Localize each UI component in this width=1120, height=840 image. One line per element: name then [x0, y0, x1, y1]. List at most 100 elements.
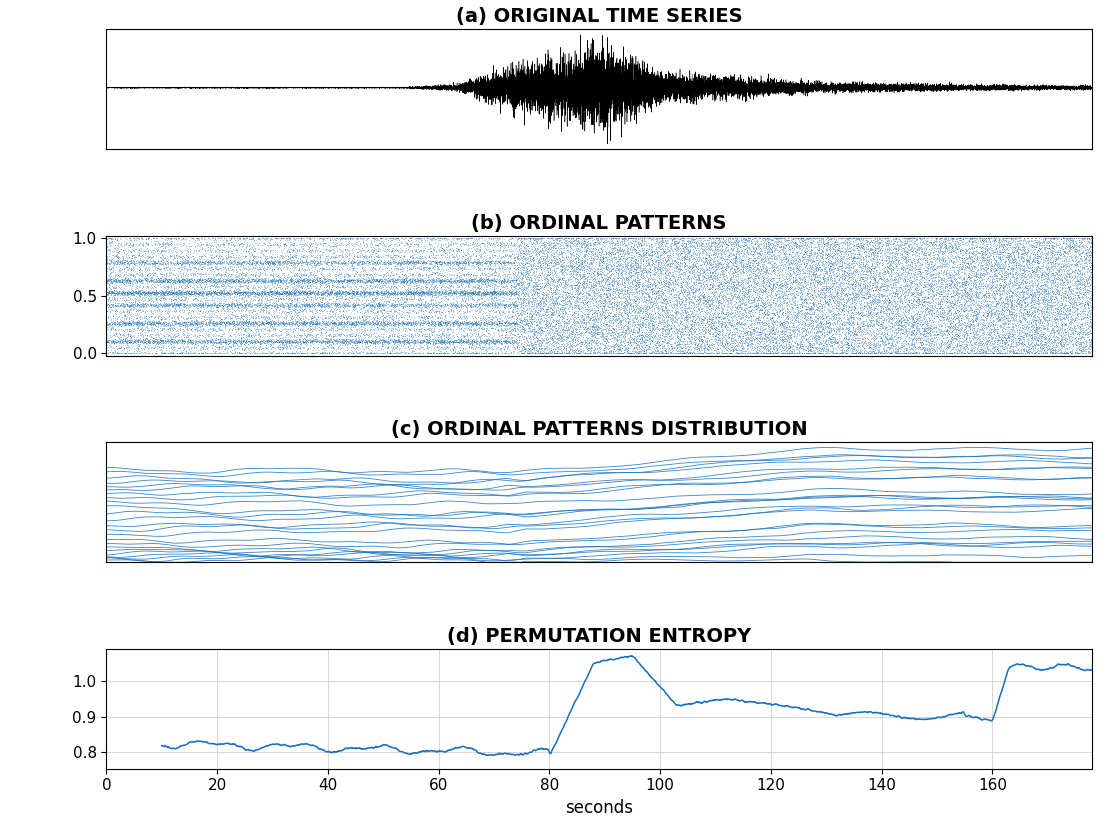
- Point: [428, 282, 446, 296]
- Point: [188, 323, 206, 337]
- Point: [184, 256, 202, 270]
- Point: [1077, 328, 1095, 341]
- Point: [999, 330, 1017, 344]
- Point: [308, 346, 326, 360]
- Point: [379, 337, 396, 350]
- Point: [433, 300, 451, 313]
- Point: [1052, 294, 1070, 307]
- Point: [380, 317, 398, 330]
- Point: [332, 280, 349, 293]
- Point: [795, 238, 813, 251]
- Point: [568, 292, 586, 306]
- Point: [1080, 257, 1098, 270]
- Point: [473, 286, 491, 300]
- Point: [852, 260, 870, 274]
- Point: [711, 244, 729, 258]
- Point: [114, 311, 132, 324]
- Point: [218, 305, 236, 318]
- Point: [1040, 313, 1058, 327]
- Point: [737, 236, 755, 249]
- Point: [411, 275, 429, 288]
- Point: [813, 309, 831, 323]
- Point: [900, 246, 918, 260]
- Point: [502, 286, 520, 299]
- Point: [439, 309, 457, 323]
- Point: [679, 319, 697, 333]
- Point: [292, 323, 310, 337]
- Point: [494, 249, 512, 263]
- Point: [730, 294, 748, 307]
- Point: [252, 276, 270, 290]
- Point: [883, 284, 900, 297]
- Point: [449, 285, 467, 298]
- Point: [399, 243, 417, 256]
- Point: [508, 236, 526, 249]
- Point: [758, 318, 776, 331]
- Point: [1004, 311, 1021, 324]
- Point: [684, 276, 702, 290]
- Point: [200, 261, 218, 275]
- Point: [128, 335, 146, 349]
- Point: [874, 262, 892, 276]
- Point: [557, 337, 575, 350]
- Point: [906, 260, 924, 274]
- Point: [663, 312, 681, 326]
- Point: [1037, 331, 1055, 344]
- Point: [809, 235, 827, 249]
- Point: [785, 343, 803, 356]
- Point: [801, 259, 819, 272]
- Point: [760, 289, 778, 302]
- Point: [454, 291, 472, 305]
- Point: [548, 291, 566, 305]
- Point: [1007, 231, 1025, 244]
- Point: [239, 264, 256, 277]
- Point: [619, 345, 637, 359]
- Point: [143, 256, 161, 270]
- Point: [1020, 340, 1038, 354]
- Point: [223, 315, 241, 328]
- Point: [279, 253, 297, 266]
- Point: [528, 270, 545, 283]
- Point: [115, 276, 133, 289]
- Point: [704, 238, 722, 251]
- Point: [258, 231, 276, 244]
- Point: [234, 276, 252, 290]
- Point: [447, 283, 465, 297]
- Point: [502, 310, 520, 323]
- Point: [606, 286, 624, 300]
- Point: [477, 297, 495, 311]
- Point: [122, 318, 140, 332]
- Point: [421, 334, 439, 348]
- Point: [448, 318, 466, 332]
- Point: [996, 304, 1014, 318]
- Point: [595, 287, 613, 301]
- Point: [1075, 279, 1093, 292]
- Point: [594, 323, 612, 336]
- Point: [102, 239, 120, 252]
- Point: [445, 250, 463, 264]
- Point: [727, 281, 745, 295]
- Point: [197, 255, 215, 268]
- Point: [177, 344, 195, 357]
- Point: [825, 296, 843, 309]
- Point: [398, 300, 416, 313]
- Point: [890, 286, 908, 300]
- Point: [528, 283, 545, 297]
- Point: [279, 299, 297, 312]
- Point: [1027, 282, 1045, 296]
- Point: [813, 323, 831, 336]
- Point: [212, 292, 230, 306]
- Point: [588, 347, 606, 360]
- Point: [1004, 339, 1021, 353]
- Point: [411, 262, 429, 276]
- Point: [967, 313, 984, 327]
- Point: [641, 342, 659, 355]
- Point: [268, 286, 286, 299]
- Point: [400, 277, 418, 291]
- Point: [149, 317, 167, 330]
- Point: [1071, 244, 1089, 258]
- Point: [122, 297, 140, 310]
- Point: [694, 336, 712, 349]
- Point: [627, 283, 645, 297]
- Point: [514, 339, 532, 353]
